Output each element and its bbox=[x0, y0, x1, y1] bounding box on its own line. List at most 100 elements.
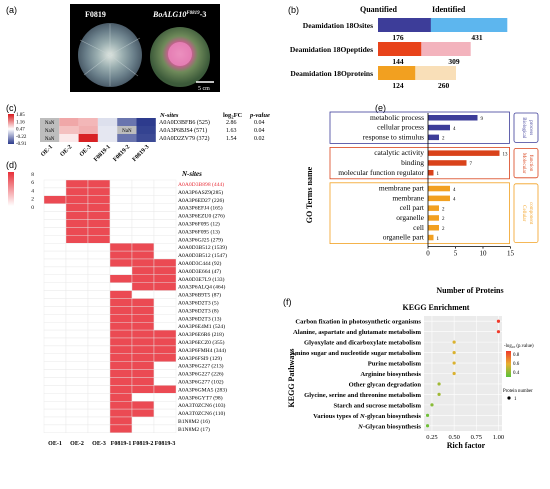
d-cell bbox=[65, 424, 89, 433]
d-legend-tick: 0 bbox=[31, 205, 34, 211]
b-category-label: Deamidation 18Oproteins bbox=[290, 69, 373, 78]
f-point bbox=[452, 340, 456, 344]
d-cell bbox=[43, 408, 67, 418]
d-row-label: A0A3P6ECZ0 (355) bbox=[178, 339, 225, 346]
d-cell bbox=[109, 377, 133, 386]
d-cell bbox=[65, 353, 89, 362]
d-cell bbox=[43, 179, 67, 189]
d-cell bbox=[65, 393, 89, 402]
d-cell bbox=[87, 227, 111, 236]
d-cell bbox=[109, 203, 133, 212]
d-cell bbox=[131, 322, 155, 331]
d-cell bbox=[109, 401, 133, 410]
f-pathway-label: Other glycan degradation bbox=[349, 381, 422, 388]
d-cell bbox=[65, 242, 89, 252]
d-cell bbox=[43, 306, 67, 315]
d-cell bbox=[87, 258, 111, 268]
d-cell bbox=[65, 258, 89, 268]
d-cell bbox=[153, 385, 177, 394]
d-cell bbox=[65, 227, 89, 236]
e-bar-value: 2 bbox=[442, 137, 445, 142]
c-cell bbox=[78, 118, 98, 126]
d-cell bbox=[65, 282, 89, 291]
f-point bbox=[496, 330, 501, 334]
f0819-label: F0819 bbox=[85, 10, 106, 19]
d-cell bbox=[153, 424, 177, 433]
panel-f-size-legend-value: 1 bbox=[514, 397, 517, 402]
b-identified-value: 260 bbox=[438, 81, 450, 90]
panel-c-nsites-header: N-sites bbox=[159, 112, 179, 119]
e-group-label-box bbox=[513, 147, 539, 179]
d-cell bbox=[109, 329, 133, 339]
c-cell bbox=[117, 134, 137, 142]
f-point bbox=[452, 350, 456, 355]
c-legend-tick: -0.22 bbox=[16, 135, 27, 140]
d-row-label: A0A3P6G227 (226) bbox=[178, 371, 224, 378]
d-cell bbox=[131, 337, 155, 347]
c-cell-nan-label: NaN bbox=[45, 137, 55, 142]
d-cell bbox=[109, 282, 133, 291]
d-row-label: A0A3P6GJ25 (279) bbox=[178, 236, 223, 243]
d-cell bbox=[153, 282, 177, 291]
e-bar-value: 7 bbox=[470, 162, 473, 167]
e-group-label: Molecular bbox=[521, 153, 526, 174]
d-cell bbox=[109, 361, 133, 370]
d-cell bbox=[153, 416, 177, 426]
e-bar bbox=[428, 170, 434, 176]
f-point bbox=[437, 392, 441, 397]
d-cell bbox=[109, 345, 133, 354]
d-cell bbox=[43, 258, 67, 268]
e-x-tick-label: 10 bbox=[480, 250, 488, 258]
d-row-label: A0A3P6D2T3 (13) bbox=[178, 315, 221, 322]
f-x-tick-label: 0.50 bbox=[448, 434, 459, 441]
c-column-label: OE-3 bbox=[79, 144, 93, 158]
e-bar-value: 4 bbox=[453, 127, 456, 132]
d-cell bbox=[153, 203, 177, 212]
c-row-log2fc: 1.54 bbox=[226, 136, 237, 142]
e-term-label: organelle part bbox=[383, 233, 425, 242]
d-cell bbox=[153, 337, 177, 347]
d-cell bbox=[109, 242, 133, 252]
d-cell bbox=[43, 227, 67, 236]
d-row-label: B1N8M2 (17) bbox=[178, 426, 210, 433]
e-bar bbox=[428, 185, 450, 192]
d-row-label: A0A0D3E7L9 (133) bbox=[178, 276, 225, 283]
d-cell bbox=[43, 298, 67, 307]
b-category-label: Deamidation 18Osites bbox=[303, 21, 373, 30]
d-cell bbox=[131, 258, 155, 268]
d-cell bbox=[131, 377, 155, 386]
d-cell bbox=[153, 258, 177, 268]
d-cell bbox=[87, 408, 111, 418]
d-cell bbox=[131, 235, 155, 244]
b-quantified-bar bbox=[378, 18, 431, 32]
d-cell bbox=[153, 290, 177, 299]
d-cell bbox=[153, 266, 177, 275]
e-bar-value: 13 bbox=[503, 152, 509, 157]
d-row-label: A0A3P6EZU0 (276) bbox=[178, 213, 225, 220]
e-bar bbox=[428, 124, 450, 131]
d-cell bbox=[43, 416, 67, 426]
d-cell bbox=[131, 282, 155, 291]
panel-e-letter: (e) bbox=[375, 103, 386, 113]
d-cell bbox=[87, 242, 111, 252]
d-cell bbox=[65, 329, 89, 339]
e-term-label: catalytic activity bbox=[374, 148, 424, 157]
panel-f-colorbar bbox=[506, 351, 511, 377]
f-x-tick-label: 0.75 bbox=[471, 434, 482, 441]
panel-e: (e) GO Terms name Number of Proteins met… bbox=[305, 103, 539, 295]
d-cell bbox=[87, 345, 111, 354]
d-legend-tick: 4 bbox=[31, 188, 34, 194]
d-cell bbox=[153, 298, 177, 307]
f-x-tick-label: 1.00 bbox=[493, 434, 504, 441]
d-cell bbox=[109, 298, 133, 307]
d-row-label: A0A3P6B9T5 (87) bbox=[178, 292, 221, 299]
panel-a: (a) F0819 BoALG10F0819-3 5 cm bbox=[6, 4, 220, 92]
d-cell bbox=[153, 314, 177, 323]
f-pathway-label: Various types of N-glycan biosynthesis bbox=[313, 413, 421, 420]
panel-e-ylabel: GO Terms name bbox=[305, 166, 314, 223]
d-row-label: A0A0D3C444 (92) bbox=[178, 260, 221, 267]
e-group-label-box bbox=[513, 183, 539, 244]
e-bar bbox=[428, 115, 478, 121]
f-pathway-label: Amino sugar and nucleotide sugar metabol… bbox=[290, 350, 421, 357]
